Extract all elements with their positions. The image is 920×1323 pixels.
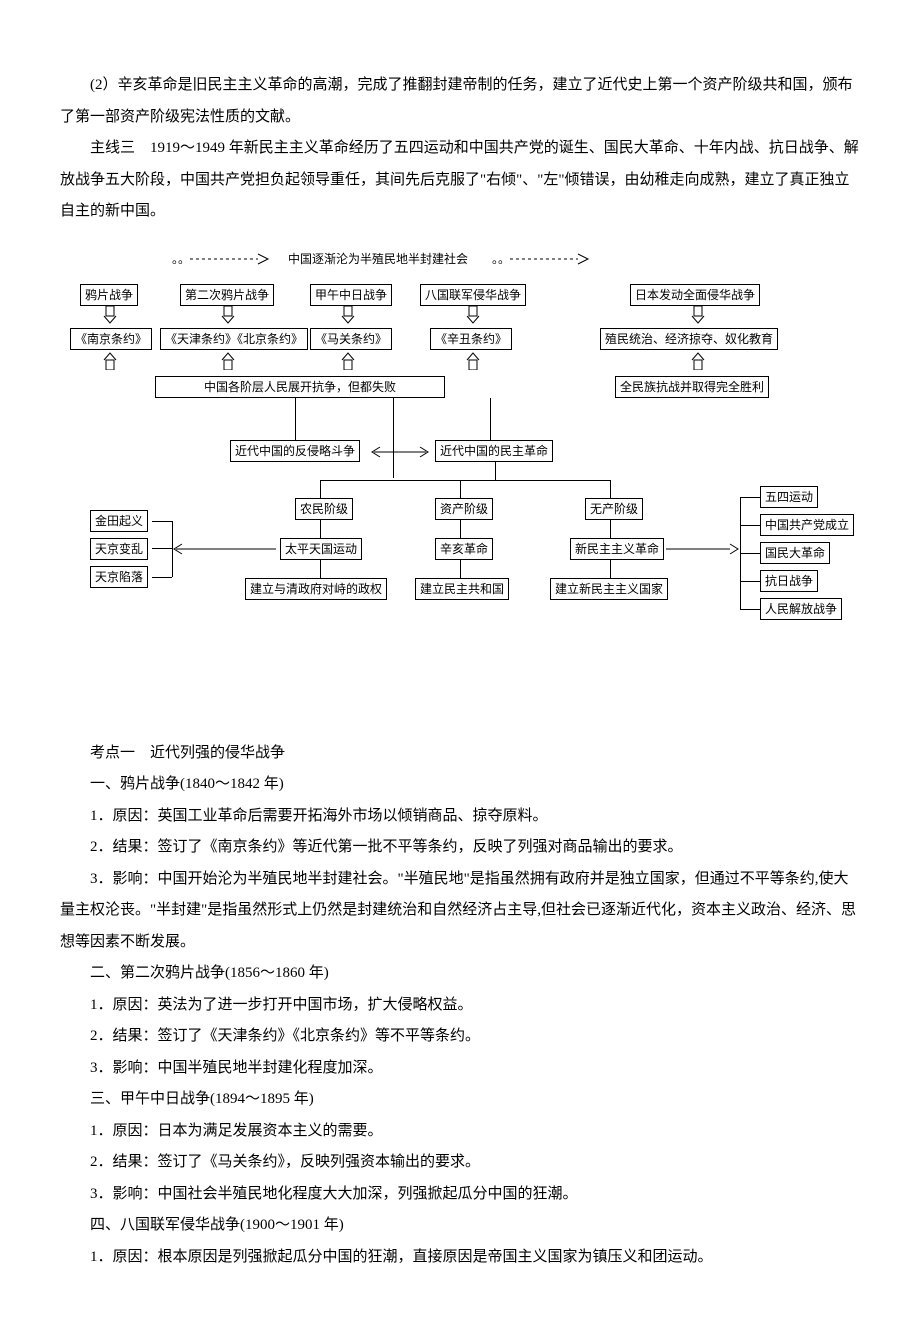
s2-1: 1．原因：英法为了进一步打开中国市场，扩大侵略权益。 <box>60 990 860 1022</box>
taiping-result-box: 建立与清政府对峙的政权 <box>245 578 387 601</box>
s1-title: 一、鸦片战争(1840～1842 年) <box>60 769 860 801</box>
split-v <box>495 462 496 480</box>
war-box-0: 鸦片战争 <box>80 284 138 307</box>
kp1-title: 考点一 近代列强的侵华战争 <box>60 738 860 770</box>
xinmin-box: 新民主主义革命 <box>570 538 664 561</box>
arrow-up-2 <box>340 352 356 370</box>
top-dash-arrow-left <box>190 252 270 266</box>
s2-3: 3．影响：中国半殖民地半封建化程度加深。 <box>60 1053 860 1085</box>
top-dot-1: 。。 <box>172 250 190 267</box>
mid-right-box: 近代中国的民主革命 <box>435 440 553 463</box>
prol-ev-1: 中国共产党成立 <box>760 514 854 537</box>
arrow-down-4 <box>690 306 706 324</box>
conn-v-3 <box>490 398 491 440</box>
resist-left-box: 中国各阶层人民展开抗争，但都失败 <box>155 376 445 399</box>
xinmin-result-box: 建立新民主主义国家 <box>550 578 668 601</box>
arrow-up-4 <box>690 352 706 370</box>
s3-title: 三、甲午中日战争(1894～1895 年) <box>60 1084 860 1116</box>
arrow-down-3 <box>465 306 481 324</box>
prol-ev-0: 五四运动 <box>760 486 818 509</box>
treaty-box-1: 《天津条约》《北京条约》 <box>160 328 308 351</box>
res-v-2 <box>610 560 611 578</box>
arrow-down-0 <box>102 306 118 324</box>
top-dot-2: 。。 <box>492 250 510 267</box>
pr-v <box>740 497 741 609</box>
treaty-box-2: 《马关条约》 <box>310 328 392 351</box>
top-dash-arrow-right <box>510 252 590 266</box>
treaty-box-0: 《南京条约》 <box>70 328 152 351</box>
tp-h-2 <box>152 577 172 578</box>
arrow-up-1 <box>220 352 236 370</box>
treaty-box-3: 《辛丑条约》 <box>430 328 512 351</box>
cls-v-1 <box>460 520 461 538</box>
s1-2: 2．结果：签订了《南京条约》等近代第一批不平等条约，反映了列强对商品输出的要求。 <box>60 832 860 864</box>
s3-1: 1．原因：日本为满足发展资本主义的需要。 <box>60 1116 860 1148</box>
s4-title: 四、八国联军侵华战争(1900～1901 年) <box>60 1210 860 1242</box>
prol-ev-3: 抗日战争 <box>760 570 818 593</box>
diagram-title: 中国逐渐沦为半殖民地半封建社会 <box>288 250 468 267</box>
s2-2: 2．结果：签订了《天津条约》《北京条约》等不平等条约。 <box>60 1021 860 1053</box>
pr-h-1 <box>740 525 760 526</box>
pr-h-2 <box>740 553 760 554</box>
cls-v-2 <box>610 520 611 538</box>
prol-ev-2: 国民大革命 <box>760 542 830 565</box>
tp-h-1 <box>152 548 172 549</box>
arrow-up-3 <box>465 352 481 370</box>
war-box-3: 八国联军侵华战争 <box>420 284 526 307</box>
war-box-2: 甲午中日战争 <box>310 284 392 307</box>
xinhai-result-box: 建立民主共和国 <box>415 578 509 601</box>
arrow-down-2 <box>340 306 356 324</box>
taiping-ev-0: 金田起义 <box>90 510 148 533</box>
pr-h-3 <box>740 581 760 582</box>
res-v-1 <box>460 560 461 578</box>
class-box-2: 无产阶级 <box>585 498 643 521</box>
war-box-4: 日本发动全面侵华战争 <box>630 284 760 307</box>
mid-double-arrow <box>370 445 430 459</box>
taiping-main-box: 太平天国运动 <box>280 538 362 561</box>
intro-para-1: (2）辛亥革命是旧民主主义革命的高潮，完成了推翻封建帝制的任务，建立了近代史上第… <box>60 70 860 133</box>
arrow-down-1 <box>220 306 236 324</box>
s4-1: 1．原因：根本原因是列强掀起瓜分中国的狂潮，直接原因是帝国主义国家为镇压义和团运… <box>60 1242 860 1274</box>
tp-arrow-left <box>172 542 280 556</box>
class-box-1: 资产阶级 <box>435 498 493 521</box>
s1-3: 3．影响：中国开始沦为半殖民地半封建社会。"半殖民地"是指虽然拥有政府并是独立国… <box>60 864 860 959</box>
mid-left-box: 近代中国的反侵略斗争 <box>230 440 360 463</box>
diagram-container: 中国逐渐沦为半殖民地半封建社会 。。 。。 鸦片战争 第二次鸦片战争 甲午中日战… <box>60 248 860 728</box>
split-v-m <box>460 480 461 498</box>
intro-para-2: 主线三 1919～1949 年新民主主义革命经历了五四运动和中国共产党的诞生、国… <box>60 133 860 228</box>
s3-3: 3．影响：中国社会半殖民地化程度大大加深，列强掀起瓜分中国的狂潮。 <box>60 1179 860 1211</box>
split-v-r <box>610 480 611 498</box>
xinhai-box: 辛亥革命 <box>435 538 493 561</box>
tp-h-0 <box>152 521 172 522</box>
cls-v-0 <box>320 520 321 538</box>
treaty-box-4: 殖民统治、经济掠夺、奴化教育 <box>600 328 778 351</box>
war-box-1: 第二次鸦片战争 <box>180 284 274 307</box>
res-v-0 <box>320 560 321 578</box>
prol-ev-4: 人民解放战争 <box>760 598 842 621</box>
split-v-l <box>320 480 321 498</box>
class-box-0: 农民阶级 <box>295 498 353 521</box>
s2-title: 二、第二次鸦片战争(1856～1860 年) <box>60 958 860 990</box>
page: (2）辛亥革命是旧民主主义革命的高潮，完成了推翻封建帝制的任务，建立了近代史上第… <box>0 0 920 1323</box>
split-h <box>320 480 610 481</box>
pr-h-0 <box>740 497 760 498</box>
pr-h-4 <box>740 609 760 610</box>
resist-right-box: 全民族抗战并取得完全胜利 <box>615 376 769 399</box>
conn-v-2 <box>393 398 394 478</box>
taiping-ev-1: 天京变乱 <box>90 538 148 561</box>
s3-2: 2．结果：签订了《马关条约》，反映列强资本输出的要求。 <box>60 1147 860 1179</box>
pr-arrow-right <box>666 542 740 556</box>
taiping-ev-2: 天京陷落 <box>90 566 148 589</box>
conn-v-1 <box>295 398 296 440</box>
s1-1: 1．原因：英国工业革命后需要开拓海外市场以倾销商品、掠夺原料。 <box>60 801 860 833</box>
arrow-up-0 <box>102 352 118 370</box>
